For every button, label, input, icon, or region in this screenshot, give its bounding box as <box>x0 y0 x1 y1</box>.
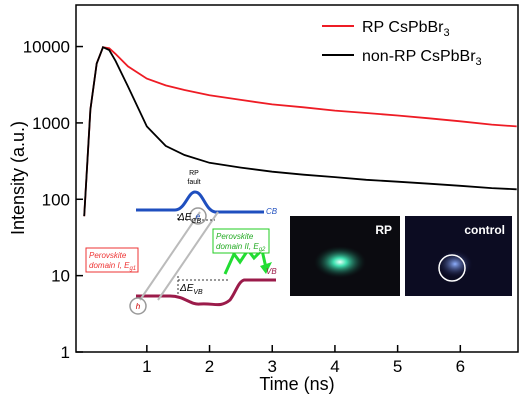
x-tick-label: 5 <box>393 357 402 376</box>
hole-ring <box>129 297 147 315</box>
x-tick-label: 3 <box>268 357 277 376</box>
plot: 1 10 100 1000 10000 1 2 3 4 5 6 RP CsPbBr3 non-RP Cs… <box>23 4 519 376</box>
vb-line <box>136 278 276 307</box>
de-cb: ΔECB <box>177 212 201 225</box>
y-tick-label: 100 <box>42 190 70 209</box>
domain-label: Perovskite <box>89 251 127 260</box>
x-tick-label: 2 <box>205 357 214 376</box>
y-tick-label: 1 <box>61 343 70 362</box>
plot-frame <box>75 4 519 353</box>
photo-glow <box>437 250 473 278</box>
domain-box <box>85 247 139 273</box>
arrow <box>223 247 268 275</box>
domain-label: Perovskite <box>216 232 254 241</box>
electron-ring <box>189 207 207 225</box>
x-tick-label: 4 <box>330 357 339 376</box>
x-tick-label: 1 <box>142 357 151 376</box>
electron: e <box>196 212 201 221</box>
photo-glow <box>314 246 366 278</box>
hole: h <box>136 302 141 311</box>
guide <box>139 211 219 301</box>
domain-label: domain I, Eg1 <box>89 261 136 272</box>
photo-label: RP <box>375 223 392 237</box>
offset-line <box>177 212 230 296</box>
photo-label: control <box>464 223 505 237</box>
domain-box <box>212 228 270 254</box>
legend-label: non-RP CsPbBr3 <box>362 48 482 68</box>
y-tick-label: 10 <box>51 267 70 286</box>
inset: e h RP fault CB VB ΔECB ΔEVB Perovskite … <box>85 170 512 315</box>
arrowhead <box>260 262 272 274</box>
cb-line <box>136 190 264 214</box>
x-axis-label: Time (ns) <box>259 374 334 394</box>
legend-label: RP CsPbBr3 <box>362 19 450 39</box>
series-line <box>83 45 517 217</box>
rp-fault: fault <box>187 179 200 186</box>
de-vb: ΔEVB <box>179 283 203 296</box>
rp-fault: RP <box>189 170 199 177</box>
photo-circle <box>438 254 466 282</box>
series-line <box>83 46 517 217</box>
y-axis-label: Intensity (a.u.) <box>8 121 28 235</box>
y-tick-label: 10000 <box>23 38 70 57</box>
x-tick-label: 6 <box>456 357 465 376</box>
cb-label: CB <box>266 207 278 216</box>
y-tick-label: 1000 <box>32 114 70 133</box>
vb-label: VB <box>266 267 277 276</box>
domain-label: domain II, Eg2 <box>216 242 266 253</box>
